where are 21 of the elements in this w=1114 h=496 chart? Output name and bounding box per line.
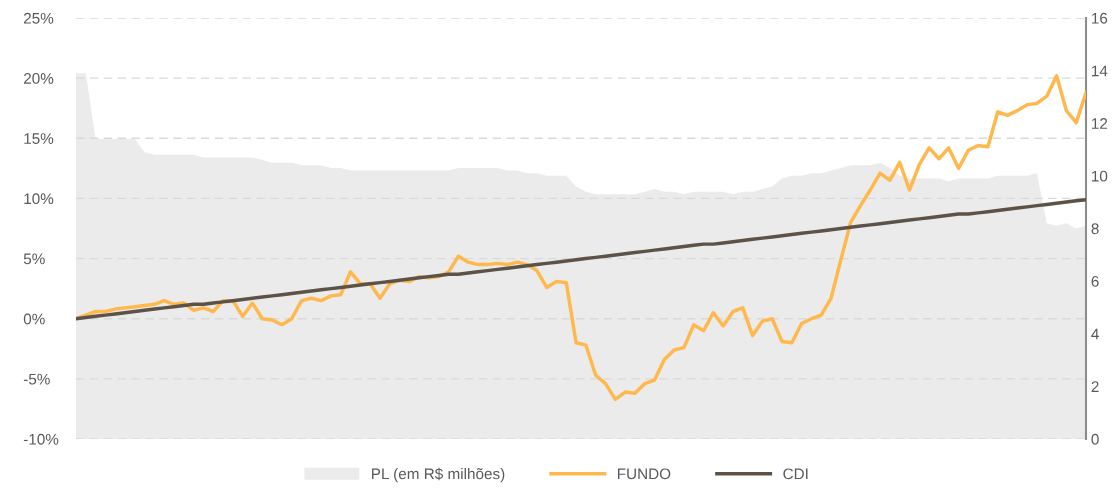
y2-tick-label: 6 bbox=[1091, 275, 1099, 287]
y-tick-label: 20% bbox=[23, 73, 54, 84]
legend-label: FUNDO bbox=[617, 468, 671, 480]
legend-label: PL (em R$ milhões) bbox=[372, 467, 505, 483]
y2-tick-label: 10 bbox=[1092, 170, 1108, 182]
y-tick-label: 15% bbox=[24, 133, 54, 144]
y2-tick-label: 4 bbox=[1091, 328, 1099, 340]
y-tick-label: -10% bbox=[23, 433, 59, 445]
y2-tick-label: 0 bbox=[1091, 433, 1099, 445]
y2-tick-label: 8 bbox=[1091, 223, 1099, 235]
y2-tick-label: 12 bbox=[1092, 118, 1108, 129]
y-tick-label: 25% bbox=[23, 12, 54, 24]
y-tick-label: 0% bbox=[23, 313, 45, 325]
line-series bbox=[76, 197, 1086, 321]
y-tick-label: 10% bbox=[24, 193, 54, 205]
y2-tick-label: 14 bbox=[1092, 65, 1108, 77]
y-tick-label: 5% bbox=[23, 253, 45, 265]
y-tick-label: -5% bbox=[23, 373, 50, 385]
y2-tick-label: 2 bbox=[1091, 381, 1099, 392]
legend-label: CDI bbox=[783, 468, 808, 480]
y2-tick-label: 16 bbox=[1092, 12, 1108, 24]
